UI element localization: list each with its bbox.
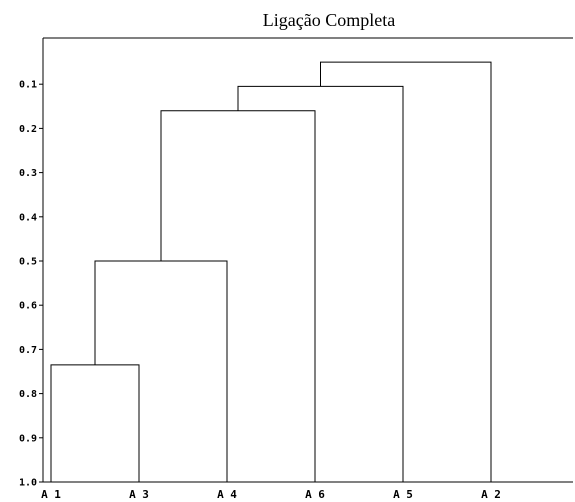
y-tick-label: 0.1 <box>19 80 37 91</box>
y-tick-label: 0.9 <box>19 433 37 444</box>
leaf-label: A 4 <box>217 488 237 501</box>
leaf-label: A 1 <box>41 488 61 501</box>
y-tick-label: 0.3 <box>19 168 37 179</box>
dendrogram-link <box>50 364 140 482</box>
dendrogram-link <box>160 110 316 482</box>
leaf-label: A 6 <box>305 488 325 501</box>
leaf-labels: A 1 A 3 A 4 A 6 A 5 A 2 <box>41 488 501 501</box>
y-tick-label: 0.8 <box>19 389 37 400</box>
axes <box>42 37 573 483</box>
y-tick-label: 1.0 <box>19 478 37 489</box>
leaf-label: A 2 <box>481 488 501 501</box>
y-tick-label: 0.7 <box>19 345 37 356</box>
dendrogram-links <box>50 61 492 482</box>
chart-title: Ligação Completa <box>263 10 395 30</box>
y-axis-ticks: 0.1 0.2 0.3 0.4 0.5 0.6 0.7 0.8 0.9 1.0 <box>19 80 43 489</box>
dendrogram-link <box>320 61 492 482</box>
y-tick-label: 0.4 <box>19 212 37 223</box>
dendrogram-link <box>237 85 404 482</box>
leaf-label: A 5 <box>393 488 413 501</box>
dendrogram-link <box>94 260 228 482</box>
y-tick-label: 0.2 <box>19 124 37 135</box>
leaf-label: A 3 <box>129 488 149 501</box>
y-tick-label: 0.5 <box>19 257 37 268</box>
y-tick-label: 0.6 <box>19 301 37 312</box>
